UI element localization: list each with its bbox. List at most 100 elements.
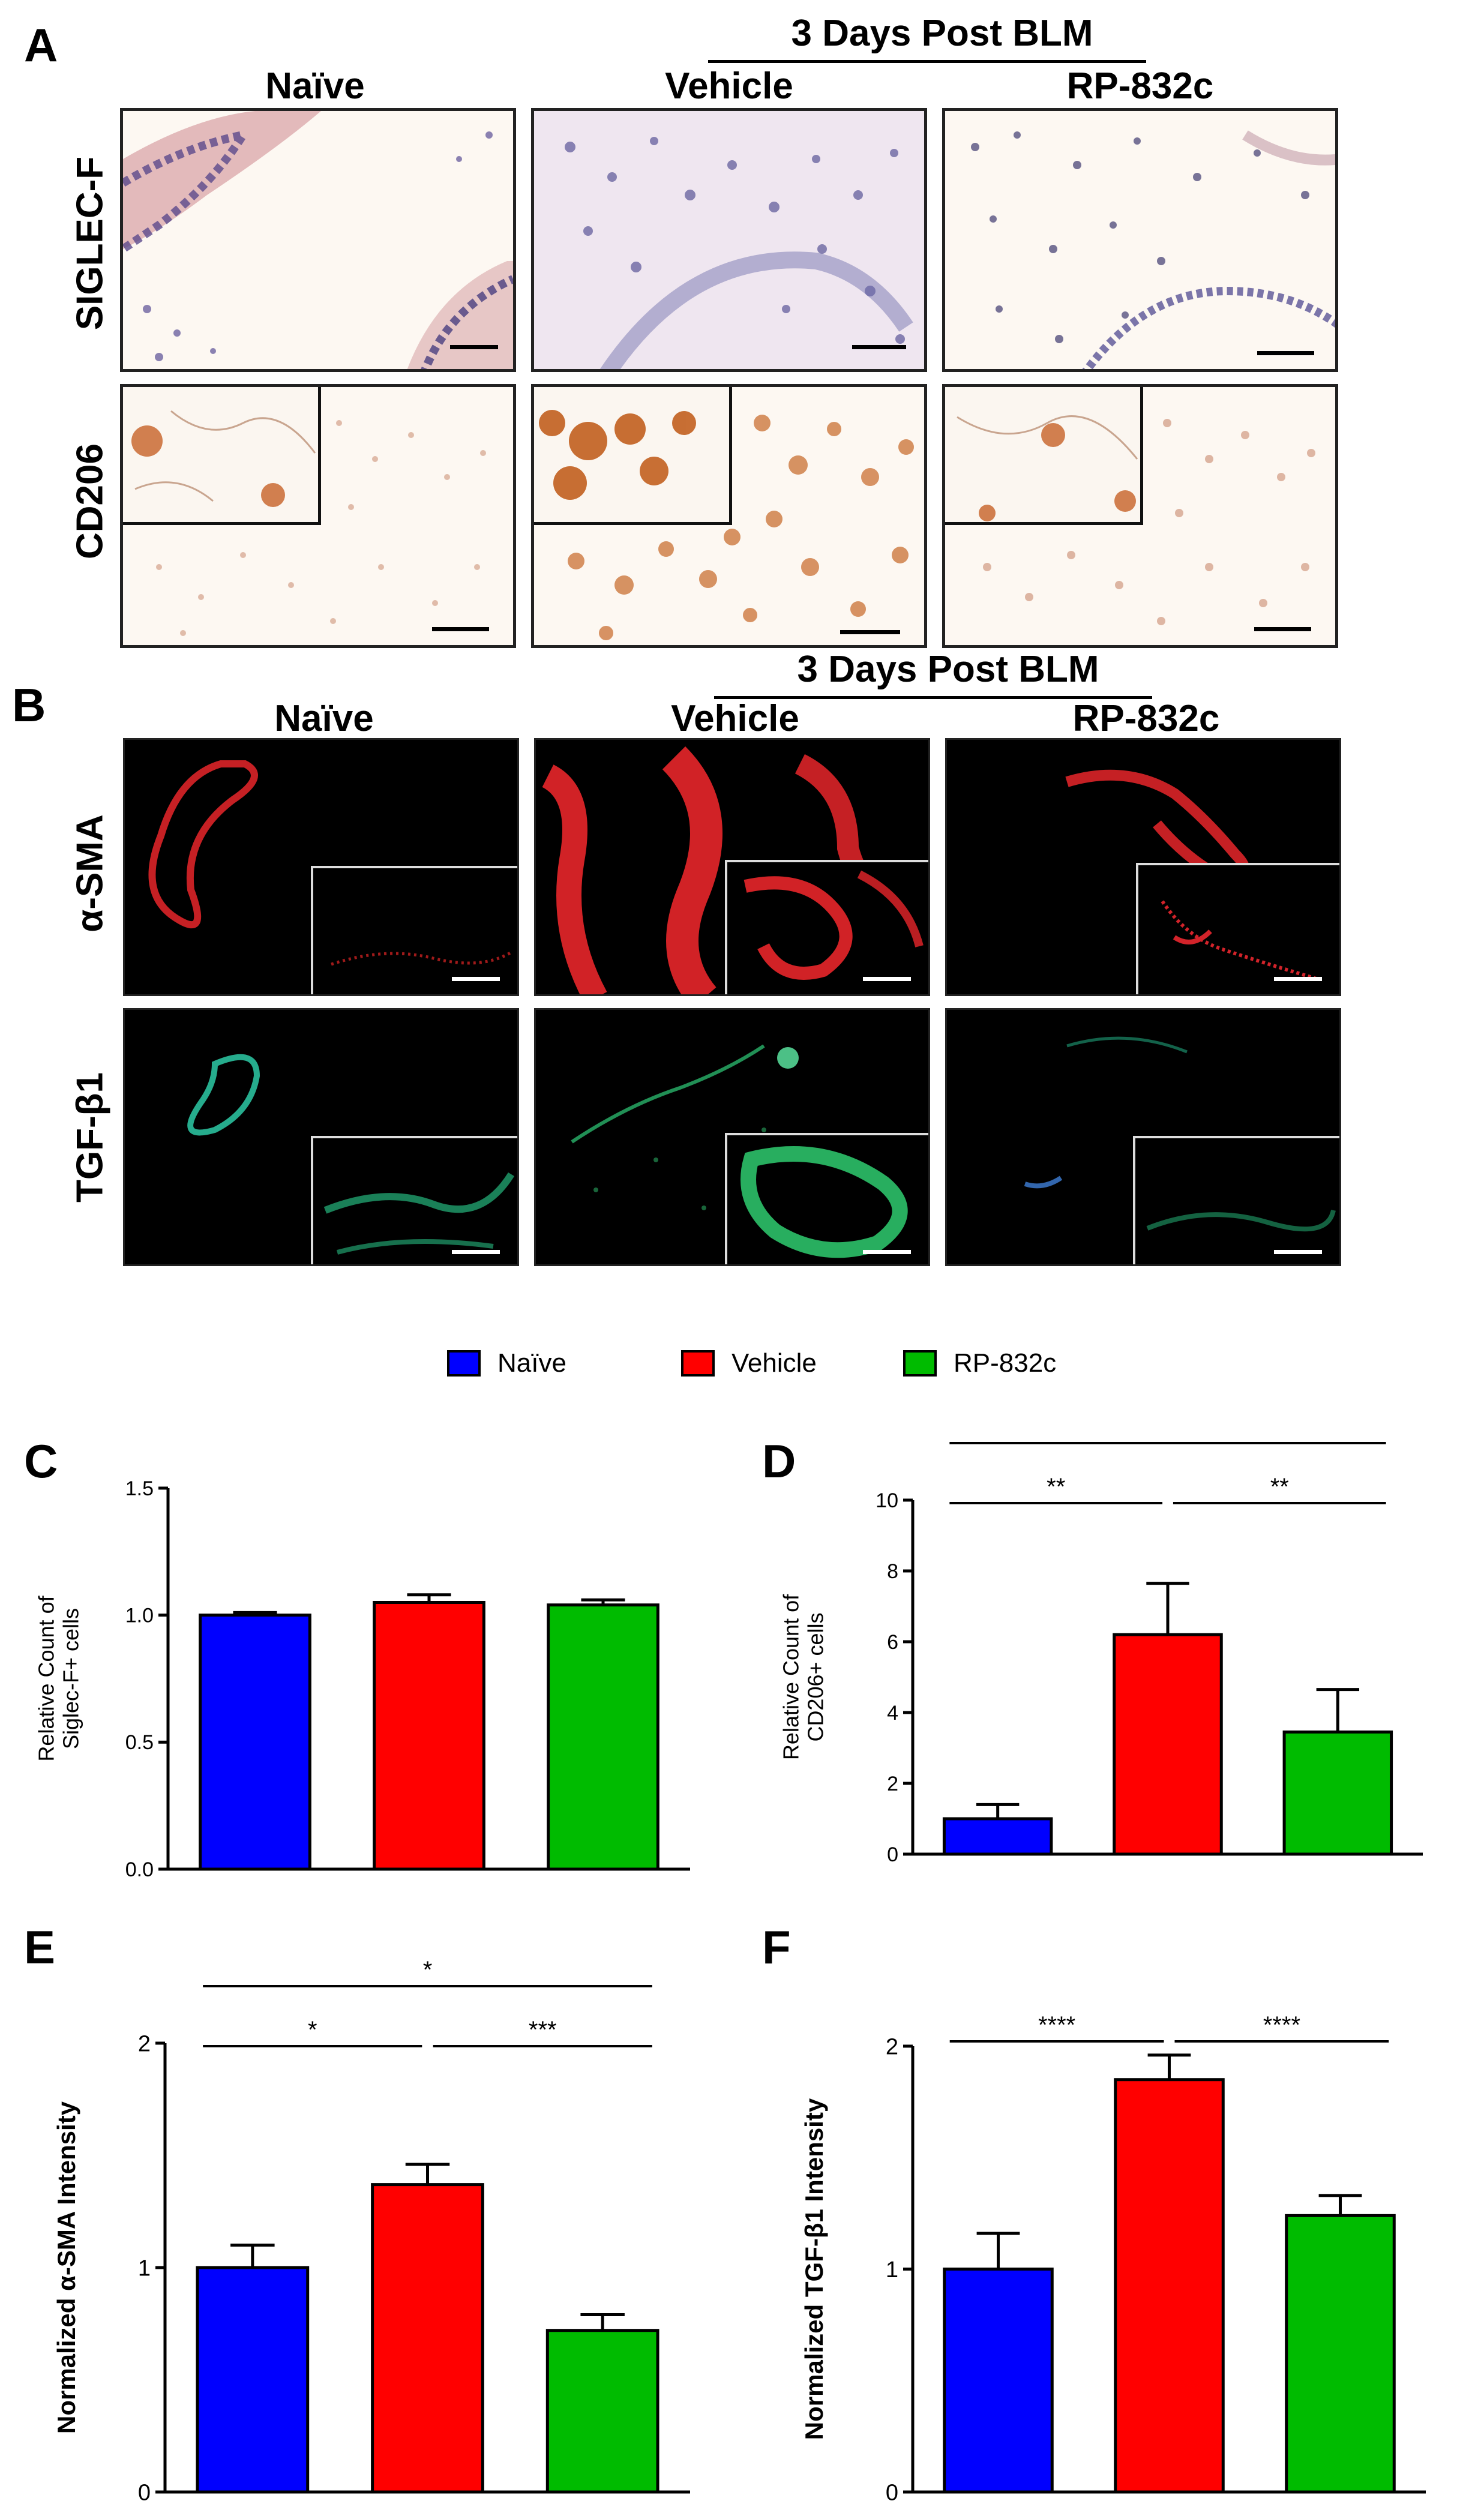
magnified-inset bbox=[123, 387, 321, 525]
bar-na-ve bbox=[942, 1817, 1053, 1856]
y-tick-label: 1 bbox=[886, 2257, 898, 2283]
panel-letter-d: D bbox=[762, 1435, 796, 1488]
panel-a-col-vehicle: Vehicle bbox=[665, 65, 793, 107]
y-tick-label: 6 bbox=[887, 1631, 898, 1654]
scale-bar bbox=[1274, 1250, 1322, 1254]
scale-bar bbox=[863, 977, 911, 981]
fluor-image-asma-naive bbox=[123, 738, 519, 996]
bar-rp-832c bbox=[1282, 1730, 1393, 1856]
fluor-image-tgfb1-naive bbox=[123, 1008, 519, 1266]
panel-a-col-naive: Naïve bbox=[265, 65, 365, 107]
magnified-inset bbox=[1133, 1136, 1339, 1264]
ihc-image-siglec-naive bbox=[120, 108, 516, 372]
magnified-inset bbox=[534, 387, 732, 525]
bar-na-ve bbox=[196, 2266, 310, 2494]
magnified-inset bbox=[311, 1136, 517, 1264]
panel-a-group-underline bbox=[708, 60, 1146, 63]
y-axis-label: Normalized TGF-β1 Intensity bbox=[800, 2098, 828, 2440]
panel-b-row-tgfb1: TGF-β1 bbox=[69, 1072, 111, 1202]
y-tick-label: 2 bbox=[138, 2031, 151, 2056]
bar-vehicle bbox=[1113, 1633, 1223, 1856]
y-tick-label: 10 bbox=[876, 1489, 898, 1512]
panel-b-col-rp832c: RP-832c bbox=[1072, 698, 1220, 739]
panel-a-row-siglec-f: SIGLEC-F bbox=[69, 156, 111, 331]
panel-letter-f: F bbox=[762, 1921, 791, 1974]
y-axis-label: Relative Count of bbox=[778, 1594, 803, 1760]
legend-label: RP-832c bbox=[954, 1348, 1057, 1378]
significance-label: * bbox=[423, 1957, 433, 1983]
tissue-texture bbox=[568, 415, 914, 640]
significance-label: **** bbox=[1038, 2012, 1075, 2038]
scale-bar bbox=[1257, 351, 1314, 355]
significance-label: **** bbox=[1263, 2012, 1300, 2038]
y-tick-label: 4 bbox=[887, 1702, 898, 1725]
airway-tissue-texture bbox=[971, 130, 1335, 369]
y-axis-label: CD206+ cells bbox=[804, 1612, 828, 1741]
bar-rp-832c bbox=[547, 1603, 659, 1871]
panel-a-group-header: 3 Days Post BLM bbox=[791, 13, 1093, 54]
magnified-inset bbox=[945, 387, 1143, 525]
panel-b-group-underline bbox=[714, 696, 1152, 699]
significance-label: ** bbox=[1047, 1474, 1065, 1500]
legend-item-rp832c: RP-832c bbox=[903, 1348, 1056, 1378]
significance-label: * bbox=[308, 2017, 317, 2043]
panel-letter-b: B bbox=[12, 679, 46, 731]
tissue-texture bbox=[983, 419, 1315, 625]
scale-bar bbox=[452, 977, 500, 981]
scale-bar bbox=[863, 1250, 911, 1254]
y-axis-label: Relative Count of bbox=[34, 1595, 58, 1761]
ihc-image-siglec-vehicle bbox=[531, 108, 927, 372]
y-tick-label: 0 bbox=[887, 1843, 898, 1866]
fluor-image-tgfb1-vehicle bbox=[534, 1008, 930, 1266]
tissue-texture bbox=[156, 420, 486, 636]
magnified-inset bbox=[725, 860, 928, 994]
panel-a-col-rp832c: RP-832c bbox=[1066, 65, 1214, 107]
legend-label: Naïve bbox=[497, 1348, 566, 1378]
panel-a-row-cd206: CD206 bbox=[69, 443, 111, 559]
y-tick-label: 1.0 bbox=[125, 1605, 154, 1627]
y-tick-label: 0.5 bbox=[125, 1731, 154, 1754]
significance-label: ** bbox=[1270, 1474, 1289, 1500]
bar-chart-cd206: 0 2 4 6 8 10 Relative Count of CD206+ cells ** **… bbox=[778, 1442, 1423, 1866]
magnified-inset bbox=[1136, 863, 1339, 994]
bar-vehicle bbox=[373, 1601, 485, 1871]
y-tick-label: 1 bbox=[138, 2256, 151, 2281]
panel-b-col-naive: Naïve bbox=[274, 698, 374, 739]
y-tick-label: 0 bbox=[138, 2480, 151, 2505]
y-axis-label: Siglec-F+ cells bbox=[59, 1608, 83, 1749]
legend-item-naive: Naïve bbox=[447, 1348, 566, 1378]
legend-swatch bbox=[681, 1350, 715, 1377]
significance-label: *** bbox=[529, 2017, 557, 2043]
legend-label: Vehicle bbox=[731, 1348, 817, 1378]
scale-bar bbox=[1254, 627, 1311, 631]
y-tick-label: 1.5 bbox=[125, 1477, 154, 1500]
y-tick-label: 2 bbox=[886, 2034, 898, 2059]
bar-vehicle bbox=[371, 2183, 484, 2494]
fluor-image-tgfb1-rp832c bbox=[945, 1008, 1341, 1266]
bar-rp-832c bbox=[545, 2329, 659, 2494]
bar-chart-tgfb1: 0 1 2 Normalized TGF-β1 Intensity **** **** bbox=[800, 2012, 1426, 2505]
fluor-image-asma-rp832c bbox=[945, 738, 1341, 996]
legend-swatch bbox=[903, 1350, 937, 1377]
bar-na-ve bbox=[943, 2268, 1054, 2494]
bar-rp-832c bbox=[1285, 2214, 1396, 2494]
ihc-image-siglec-rp832c bbox=[942, 108, 1338, 372]
scale-bar bbox=[452, 1250, 500, 1254]
y-tick-label: 8 bbox=[887, 1560, 898, 1583]
y-axis-label: Normalized α-SMA Intensity bbox=[52, 2101, 80, 2434]
scale-bar bbox=[432, 627, 489, 631]
scale-bar bbox=[852, 345, 906, 349]
y-tick-label: 2 bbox=[887, 1773, 898, 1795]
y-tick-label: 0.0 bbox=[125, 1858, 154, 1881]
magnified-inset bbox=[725, 1133, 928, 1264]
airway-tissue-texture bbox=[123, 111, 513, 369]
scale-bar bbox=[1274, 977, 1322, 981]
panel-letter-a: A bbox=[24, 19, 58, 71]
legend-item-vehicle: Vehicle bbox=[681, 1348, 817, 1378]
ihc-image-cd206-naive bbox=[120, 384, 516, 648]
y-tick-label: 0 bbox=[886, 2480, 898, 2505]
ihc-image-cd206-vehicle bbox=[531, 384, 927, 648]
bar-chart-siglec-f: 0.0 0.5 1.0 1.5 Relative Count of Siglec-F+ c… bbox=[34, 1477, 690, 1881]
panel-letter-e: E bbox=[24, 1921, 56, 1974]
